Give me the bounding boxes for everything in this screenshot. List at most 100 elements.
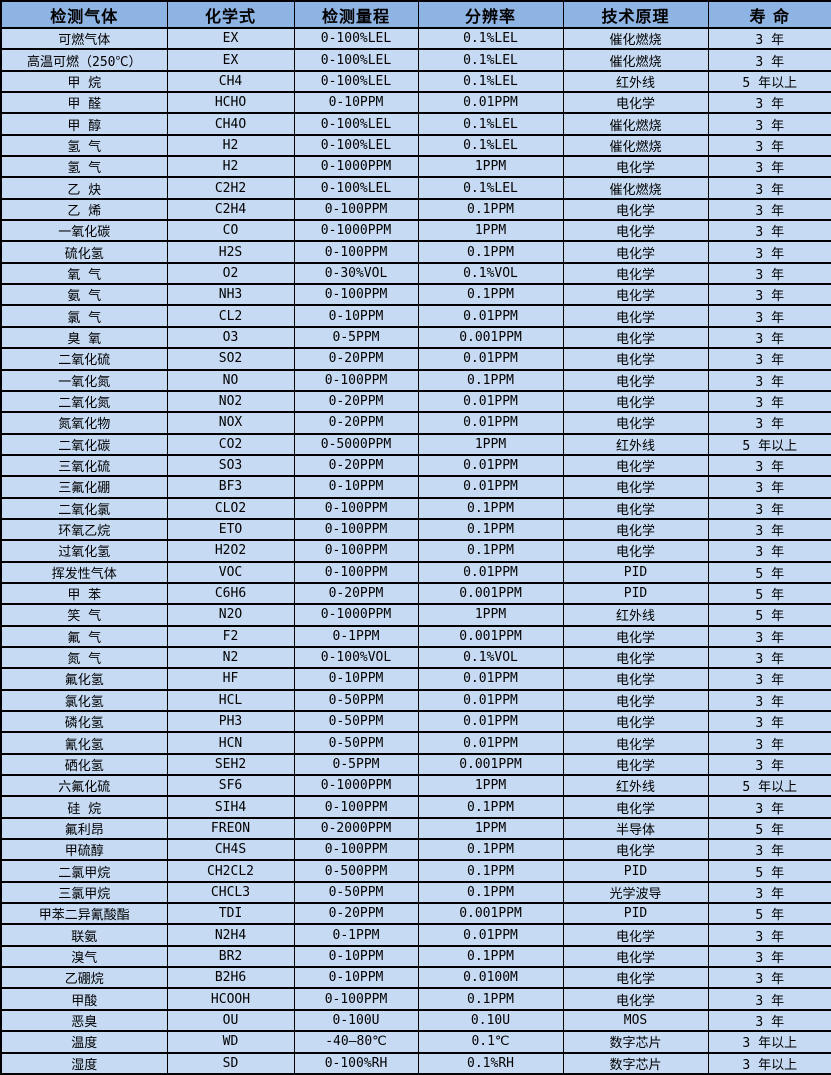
formula-cell: CO — [166, 219, 295, 243]
formula-cell: BF3 — [166, 475, 295, 499]
formula-cell: SO2 — [166, 347, 295, 371]
lifespan-cell: 5 年 — [707, 816, 831, 841]
lifespan-cell: 3 年 — [707, 731, 831, 755]
gas-name-cell: 笑 气 — [0, 603, 168, 627]
gas-name-cell: 甲硫醇 — [0, 838, 168, 862]
lifespan-cell: 3 年 — [707, 389, 831, 414]
lifespan-cell: 3 年 — [707, 987, 831, 1011]
lifespan-cell: 3 年 — [707, 411, 831, 435]
lifespan-cell: 3 年 — [707, 133, 831, 158]
gas-name-cell: 三氯甲烷 — [0, 880, 168, 905]
lifespan-cell: 3 年 — [707, 347, 831, 371]
principle-cell: 电化学 — [562, 496, 709, 520]
resolution-cell: 0.1℃ — [417, 1030, 564, 1054]
gas-name-cell: 氟 气 — [0, 624, 168, 648]
gas-name-cell: 乙 烯 — [0, 197, 168, 222]
formula-cell: N2H4 — [166, 923, 295, 947]
principle-cell: 电化学 — [562, 752, 709, 777]
table-row: 氟化氢 HF 0-10PPM 0.01PPM 电化学 3 年 — [0, 667, 831, 691]
range-cell: 0-100PPM — [293, 368, 419, 392]
range-cell: 0-50PPM — [293, 731, 419, 755]
formula-cell: B2H6 — [166, 966, 295, 990]
formula-cell: PH3 — [166, 709, 295, 734]
principle-cell: 电化学 — [562, 219, 709, 243]
lifespan-cell: 3 年 — [707, 240, 831, 264]
formula-cell: H2O2 — [166, 539, 295, 563]
lifespan-cell: 5 年 — [707, 603, 831, 627]
principle-cell: 电化学 — [562, 197, 709, 222]
gas-name-cell: 氰化氢 — [0, 731, 168, 755]
lifespan-cell: 3 年 — [707, 48, 831, 72]
lifespan-cell: 3 年 — [707, 944, 831, 969]
table-row: 六氟化硫 SF6 0-1000PPM 1PPM 红外线 5 年以上 — [0, 774, 831, 798]
table-row: 二氧化氮 NO2 0-20PPM 0.01PPM 电化学 3 年 — [0, 389, 831, 414]
lifespan-cell: 3 年 — [707, 496, 831, 520]
table-row: 笑 气 N2O 0-1000PPM 1PPM 红外线 5 年 — [0, 603, 831, 627]
resolution-cell: 0.01PPM — [417, 731, 564, 755]
table-row: 一氧化碳 CO 0-1000PPM 1PPM 电化学 3 年 — [0, 219, 831, 243]
resolution-cell: 0.01PPM — [417, 560, 564, 584]
formula-cell: EX — [166, 26, 295, 51]
principle-cell: 电化学 — [562, 795, 709, 819]
gas-name-cell: 二氧化硫 — [0, 347, 168, 371]
principle-cell: 光学波导 — [562, 880, 709, 905]
range-cell: 0-100%LEL — [293, 69, 419, 94]
range-cell: 0-2000PPM — [293, 816, 419, 841]
principle-cell: PID — [562, 581, 709, 606]
table-row: 臭 氧 O3 0-5PPM 0.001PPM 电化学 3 年 — [0, 325, 831, 350]
gas-name-cell: 过氧化氢 — [0, 539, 168, 563]
range-cell: 0-5000PPM — [293, 432, 419, 456]
lifespan-cell: 3 年 — [707, 261, 831, 286]
gas-name-cell: 甲 醛 — [0, 91, 168, 115]
table-row: 硅 烷 SIH4 0-100PPM 0.1PPM 电化学 3 年 — [0, 795, 831, 819]
range-cell: 0-50PPM — [293, 709, 419, 734]
formula-cell: CL2 — [166, 304, 295, 328]
range-cell: 0-50PPM — [293, 880, 419, 905]
resolution-cell: 1PPM — [417, 774, 564, 798]
header-cell-resolution: 分辨率 — [417, 0, 564, 29]
range-cell: 0-100U — [293, 1008, 419, 1033]
resolution-cell: 0.1PPM — [417, 838, 564, 862]
range-cell: 0-10PPM — [293, 304, 419, 328]
principle-cell: 催化燃烧 — [562, 112, 709, 136]
gas-name-cell: 恶臭 — [0, 1008, 168, 1033]
gas-name-cell: 氮 气 — [0, 645, 168, 670]
range-cell: 0-20PPM — [293, 389, 419, 414]
table-row: 过氧化氢 H2O2 0-100PPM 0.1PPM 电化学 3 年 — [0, 539, 831, 563]
principle-cell: 电化学 — [562, 389, 709, 414]
table-row: 二氧化硫 SO2 0-20PPM 0.01PPM 电化学 3 年 — [0, 347, 831, 371]
table-row: 甲苯二异氰酸酯 TDI 0-20PPM 0.001PPM PID 5 年 — [0, 902, 831, 926]
table-row: 氯化氢 HCL 0-50PPM 0.01PPM 电化学 3 年 — [0, 688, 831, 713]
principle-cell: 红外线 — [562, 774, 709, 798]
principle-cell: 电化学 — [562, 347, 709, 371]
table-row: 二氧化氯 CLO2 0-100PPM 0.1PPM 电化学 3 年 — [0, 496, 831, 520]
table-row: 氢 气 H2 0-1000PPM 1PPM 电化学 3 年 — [0, 155, 831, 179]
range-cell: 0-100PPM — [293, 240, 419, 264]
gas-name-cell: 一氧化碳 — [0, 219, 168, 243]
gas-name-cell: 挥发性气体 — [0, 560, 168, 584]
principle-cell: MOS — [562, 1008, 709, 1033]
table-row: 硫化氢 H2S 0-100PPM 0.1PPM 电化学 3 年 — [0, 240, 831, 264]
gas-name-cell: 温度 — [0, 1030, 168, 1054]
principle-cell: 催化燃烧 — [562, 48, 709, 72]
formula-cell: O3 — [166, 325, 295, 350]
resolution-cell: 1PPM — [417, 603, 564, 627]
resolution-cell: 0.001PPM — [417, 624, 564, 648]
range-cell: 0-100%RH — [293, 1051, 419, 1075]
table-row: 挥发性气体 VOC 0-100PPM 0.01PPM PID 5 年 — [0, 560, 831, 584]
gas-name-cell: 硫化氢 — [0, 240, 168, 264]
range-cell: 0-100%LEL — [293, 133, 419, 158]
formula-cell: FREON — [166, 816, 295, 841]
resolution-cell: 1PPM — [417, 219, 564, 243]
formula-cell: SEH2 — [166, 752, 295, 777]
formula-cell: SD — [166, 1051, 295, 1075]
table-row: 高温可燃（250℃） EX 0-100%LEL 0.1%LEL 催化燃烧 3 年 — [0, 48, 831, 72]
lifespan-cell: 3 年 — [707, 923, 831, 947]
resolution-cell: 0.1PPM — [417, 517, 564, 542]
lifespan-cell: 3 年 — [707, 219, 831, 243]
resolution-cell: 0.1%LEL — [417, 69, 564, 94]
formula-cell: F2 — [166, 624, 295, 648]
range-cell: 0-20PPM — [293, 902, 419, 926]
formula-cell: CHCL3 — [166, 880, 295, 905]
resolution-cell: 0.01PPM — [417, 923, 564, 947]
